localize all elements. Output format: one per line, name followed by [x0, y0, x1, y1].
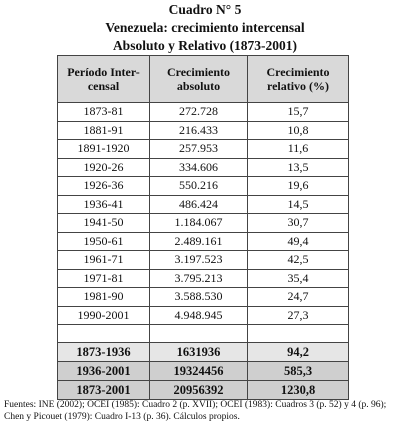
- cell: 1971-81: [57, 268, 150, 288]
- cell: 10,8: [247, 120, 349, 140]
- header-row: Período Inter-censal Crecimiento absoluto C…: [57, 55, 349, 103]
- cell: 35,4: [247, 268, 349, 288]
- cell: 3.795.213: [149, 268, 248, 288]
- header-line: Crecimiento: [266, 65, 330, 79]
- data-row: 1881-91 216.433 10,8: [57, 120, 349, 140]
- empty-row: [57, 324, 349, 343]
- data-row: 1981-90 3.588.530 24,7: [57, 287, 349, 307]
- empty-cell: [57, 324, 150, 343]
- cell: 13,5: [247, 157, 349, 177]
- footer: Fuentes: INE (2002); OCEI (1985): Cuadro…: [4, 400, 387, 422]
- total-row: 1873-2001 20956392 1230,8: [57, 380, 349, 400]
- total-cell: 1936-2001: [57, 361, 150, 381]
- total-cell: 1230,8: [247, 380, 349, 400]
- cell: 3.197.523: [149, 250, 248, 270]
- cell: 1920-26: [57, 157, 150, 177]
- header-line: censal: [87, 79, 120, 93]
- cell: 1950-61: [57, 231, 150, 251]
- total-cell: 1873-2001: [57, 380, 150, 400]
- titles: Cuadro N° 5 Venezuela: crecimiento inter…: [0, 1, 402, 55]
- total-row: 1873-1936 1631936 94,2: [57, 342, 349, 362]
- cell: 2.489.161: [149, 231, 248, 251]
- cell: 15,7: [247, 102, 349, 122]
- total-cell: 20956392: [149, 380, 248, 400]
- cell: 550.216: [149, 176, 248, 196]
- total-cell: 585,3: [247, 361, 349, 381]
- title-line: Cuadro N° 5: [168, 2, 242, 17]
- data-row: 1926-36 550.216 19,6: [57, 176, 349, 196]
- header-cell: Período Inter-censal: [57, 55, 150, 103]
- header-cell: Crecimiento relativo (%): [247, 55, 349, 103]
- cell: 1981-90: [57, 287, 150, 307]
- cell: 216.433: [149, 120, 248, 140]
- cell: 1.184.067: [149, 213, 248, 233]
- data-row: 1873-81 272.728 15,7: [57, 102, 349, 122]
- cell: 11,6: [247, 139, 349, 159]
- cell: 1891-1920: [57, 139, 150, 159]
- data-row: 1920-26 334.606 13,5: [57, 157, 349, 177]
- data-row: 1950-61 2.489.161 49,4: [57, 231, 349, 251]
- data-table: Período Inter-censal Crecimiento absoluto C…: [57, 55, 349, 400]
- header-line: relativo (%): [266, 79, 330, 93]
- cell: 1941-50: [57, 213, 150, 233]
- cell: 19,6: [247, 176, 349, 196]
- empty-cell: [247, 324, 349, 343]
- total-cell: 94,2: [247, 342, 349, 362]
- cell: 24,7: [247, 287, 349, 307]
- cell: 1990-2001: [57, 305, 150, 325]
- data-row: 1961-71 3.197.523 42,5: [57, 250, 349, 270]
- data-row: 1891-1920 257.953 11,6: [57, 139, 349, 159]
- table-body: Período Inter-censal Crecimiento absoluto C…: [57, 55, 349, 400]
- total-row: 1936-2001 19324456 585,3: [57, 361, 349, 381]
- title-line: Absoluto y Relativo (1873-2001): [112, 38, 298, 53]
- cell: 42,5: [247, 250, 349, 270]
- cell: 30,7: [247, 213, 349, 233]
- data-row: 1971-81 3.795.213 35,4: [57, 268, 349, 288]
- cell: 3.588.530: [149, 287, 248, 307]
- data-row: 1936-41 486.424 14,5: [57, 194, 349, 214]
- header-cell: Crecimiento absoluto: [149, 55, 248, 103]
- cell: 1961-71: [57, 250, 150, 270]
- cell: 1926-36: [57, 176, 150, 196]
- cell: 14,5: [247, 194, 349, 214]
- cell: 4.948.945: [149, 305, 248, 325]
- data-row: 1990-2001 4.948.945 27,3: [57, 305, 349, 325]
- empty-cell: [149, 324, 248, 343]
- cell: 1873-81: [57, 102, 150, 122]
- cell: 334.606: [149, 157, 248, 177]
- header-line: Período Inter-: [67, 65, 140, 79]
- cell: 486.424: [149, 194, 248, 214]
- data-row: 1941-50 1.184.067 30,7: [57, 213, 349, 233]
- cell: 1936-41: [57, 194, 150, 214]
- header-line: Crecimiento: [166, 65, 231, 79]
- cell: 49,4: [247, 231, 349, 251]
- total-cell: 1631936: [149, 342, 248, 362]
- cell: 1881-91: [57, 120, 150, 140]
- cell: 257.953: [149, 139, 248, 159]
- total-cell: 1873-1936: [57, 342, 150, 362]
- cell: 272.728: [149, 102, 248, 122]
- cell: 27,3: [247, 305, 349, 325]
- header-line: absoluto: [176, 79, 221, 93]
- title-line: Venezuela: crecimiento intercensal: [105, 20, 305, 35]
- total-cell: 19324456: [149, 361, 248, 381]
